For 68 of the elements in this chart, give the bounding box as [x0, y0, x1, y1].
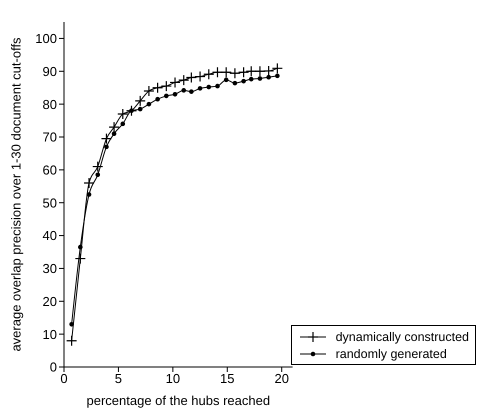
point [248, 76, 254, 82]
y-tick-label: 60 [42, 162, 57, 178]
point [206, 84, 212, 90]
legend-label: randomly generated [336, 346, 447, 360]
point [95, 172, 100, 178]
point [241, 78, 246, 84]
point [194, 70, 206, 82]
x-tick-label: 10 [166, 371, 180, 386]
point [238, 66, 250, 78]
point [169, 76, 181, 88]
point [224, 78, 228, 82]
point [152, 82, 164, 94]
point [155, 96, 160, 102]
point [104, 144, 109, 150]
y-tick-label: 100 [35, 31, 57, 46]
point [74, 252, 86, 264]
y-tick-label: 90 [42, 64, 57, 79]
point [246, 66, 257, 77]
y-tick-label: 50 [42, 195, 57, 210]
point [126, 105, 138, 116]
point [212, 66, 224, 78]
point [129, 108, 134, 114]
point [108, 122, 120, 133]
y-tick-label: 80 [42, 96, 57, 112]
x-tick-label: 20 [274, 371, 289, 386]
point [100, 133, 112, 144]
point [266, 74, 271, 80]
point [134, 95, 146, 106]
point [181, 88, 186, 93]
x-axis-title: percentage of the hubs reached [86, 393, 270, 408]
legend-label: dynamically constructed [336, 330, 469, 344]
y-tick-label: 70 [42, 130, 57, 145]
point [203, 68, 214, 80]
y-tick-label: 20 [42, 294, 57, 309]
point [215, 84, 220, 88]
point [186, 72, 197, 84]
point [164, 94, 169, 98]
point [117, 108, 128, 120]
y-axis-title: average overlap precision over 1-30 document cut-offs [8, 36, 24, 352]
point [178, 74, 190, 86]
point [189, 89, 194, 94]
point [220, 66, 232, 78]
point [232, 80, 238, 86]
point [229, 68, 240, 79]
y-tick-label: 40 [42, 228, 57, 244]
y-tick-label: 30 [42, 261, 57, 276]
point [160, 80, 172, 92]
point [258, 76, 262, 81]
y-tick-label: 10 [42, 326, 57, 342]
point [275, 74, 280, 78]
point [138, 106, 142, 112]
point [143, 85, 155, 97]
point [198, 86, 202, 91]
point [78, 244, 83, 250]
point [112, 131, 116, 136]
point [83, 177, 95, 189]
x-tick-label: 0 [60, 371, 68, 386]
x-tick-label: 15 [220, 371, 235, 386]
point [86, 192, 92, 197]
point [120, 122, 126, 126]
y-tick-label: 0 [50, 360, 57, 375]
point [69, 322, 74, 327]
point [92, 160, 104, 172]
x-tick-label: 5 [114, 371, 122, 386]
point [146, 102, 152, 106]
point [66, 335, 78, 346]
point [172, 92, 178, 97]
point [254, 66, 266, 77]
